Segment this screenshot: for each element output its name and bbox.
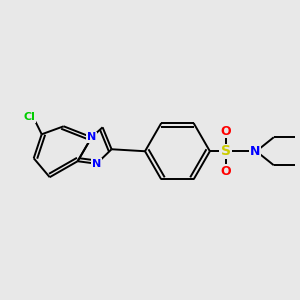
Text: N: N	[87, 132, 96, 142]
Text: N: N	[92, 159, 101, 169]
Text: O: O	[220, 125, 231, 138]
Text: O: O	[220, 165, 231, 178]
Text: Cl: Cl	[24, 112, 35, 122]
Text: S: S	[221, 144, 231, 158]
Text: N: N	[250, 145, 260, 158]
